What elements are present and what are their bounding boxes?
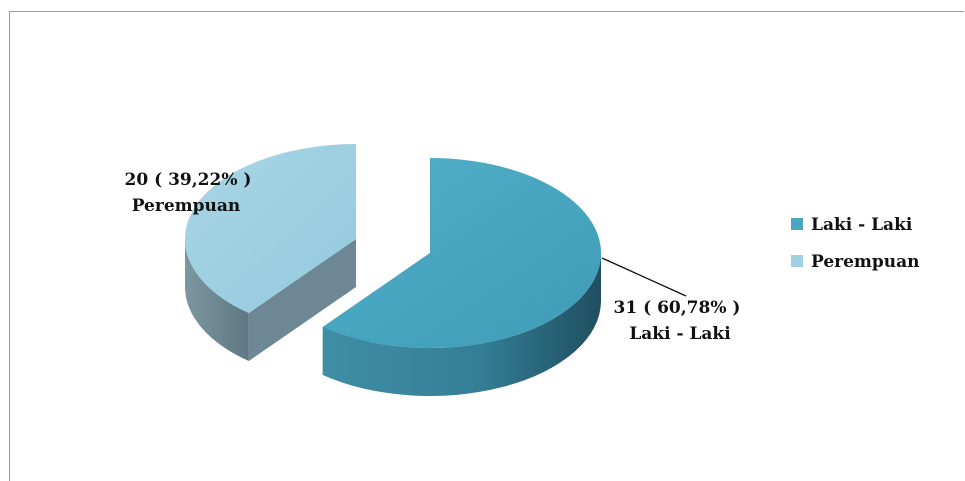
data-label-category: Perempuan bbox=[132, 196, 241, 216]
slice-side bbox=[185, 239, 249, 362]
legend-item-laki-laki: Laki - Laki bbox=[791, 215, 913, 235]
data-label-value: 20 ( 39,22% ) bbox=[125, 170, 252, 190]
data-label-laki-laki: 31 ( 60,78% ) Laki - Laki bbox=[601, 257, 741, 344]
slice-top bbox=[184, 144, 356, 314]
leader-line bbox=[601, 257, 687, 297]
chart-frame bbox=[9, 11, 964, 481]
pie-chart: 20 ( 39,22% ) Perempuan 31 ( 60,78% ) La… bbox=[125, 144, 920, 397]
data-label-value: 31 ( 60,78% ) bbox=[614, 298, 741, 318]
pie-slice-perempuan bbox=[184, 144, 356, 362]
pie-slice-laki-laki bbox=[322, 158, 601, 397]
legend: Laki - Laki Perempuan bbox=[791, 215, 920, 272]
legend-label: Laki - Laki bbox=[811, 215, 913, 235]
legend-swatch bbox=[791, 218, 803, 230]
legend-label: Perempuan bbox=[811, 252, 920, 272]
slice-side bbox=[322, 253, 601, 397]
data-label-perempuan: 20 ( 39,22% ) Perempuan bbox=[125, 170, 252, 216]
slice-top bbox=[322, 158, 601, 348]
legend-swatch bbox=[791, 255, 803, 267]
slice-wall bbox=[248, 239, 356, 362]
legend-item-perempuan: Perempuan bbox=[791, 252, 920, 272]
data-label-category: Laki - Laki bbox=[629, 324, 731, 344]
